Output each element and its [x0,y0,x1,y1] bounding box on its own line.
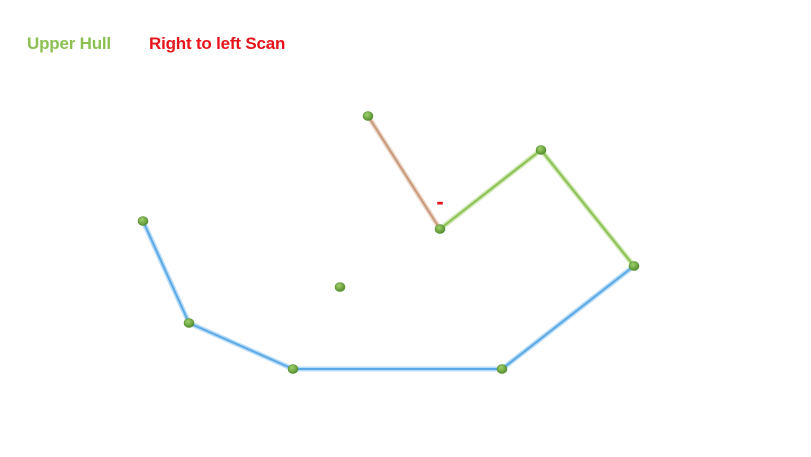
edge-p5-p6 [540,149,635,267]
edge-p6-p7 [439,149,542,230]
point-p9 [334,282,346,292]
point-p8 [362,111,374,121]
point-p4 [496,364,508,374]
edges-layer [140,113,637,372]
scan-label: Right to left Scan [149,34,286,53]
point-p5 [628,261,640,271]
edge-p7-p8 [367,115,441,230]
point-p2 [183,318,195,328]
upper-hull-label: Upper Hull [27,34,111,53]
edge-p2-p3 [188,322,294,370]
orientation-sign: - [436,189,443,214]
point-p3 [287,364,299,374]
point-p7 [434,224,446,234]
edge-p4-p5 [501,265,635,370]
point-p1 [137,216,149,226]
edge-p1-p2 [142,220,190,324]
point-p6 [535,145,547,155]
points-layer [137,111,640,374]
